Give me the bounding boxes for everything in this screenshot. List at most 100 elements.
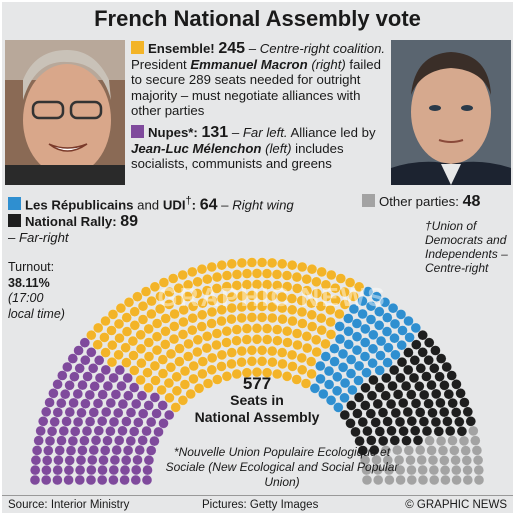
seat-dot [387, 380, 398, 392]
seat-dot [357, 416, 368, 428]
seat-dot [174, 356, 185, 367]
seat-dot [207, 352, 218, 364]
other-swatch [362, 194, 375, 207]
seat-dot [101, 406, 112, 418]
seat-dot [346, 400, 357, 411]
nupes-leader: Jean-Luc Mélenchon [131, 140, 262, 156]
seat-dot [196, 264, 208, 275]
seat-dot [436, 353, 447, 364]
seat-dot [164, 286, 175, 298]
seat-dot [360, 337, 371, 348]
seat-dot [316, 325, 327, 336]
seat-dot [461, 455, 472, 466]
seat-dot [417, 330, 428, 341]
seat-dot [157, 354, 168, 365]
seat-dot [428, 464, 440, 476]
seat-dot [154, 303, 166, 315]
seat-dot [395, 372, 406, 384]
seat-dot [366, 435, 377, 446]
seat-dot [70, 426, 81, 437]
seat-dot [80, 398, 91, 409]
ensemble-description: Ensemble! 245 – Centre-right coalition. … [131, 41, 389, 119]
seat-dot [107, 309, 119, 320]
seat-dot [381, 326, 393, 337]
seat-dot [151, 331, 163, 342]
seat-dot [236, 301, 247, 313]
seat-dot [168, 333, 180, 345]
seat-dot [54, 445, 65, 456]
seat-dot [429, 363, 440, 374]
seat-dot [421, 425, 433, 437]
seat-dot [329, 343, 340, 354]
seat-dot [143, 382, 154, 393]
seat-dot [165, 362, 177, 373]
seat-dot [143, 400, 154, 411]
seat-dot [302, 342, 313, 354]
seat-dot [157, 400, 168, 411]
seat-dot [337, 348, 349, 360]
seat-dot [74, 363, 85, 374]
seat-dot [369, 444, 380, 456]
seat-dot [38, 416, 49, 427]
seat-dot [261, 323, 273, 334]
seat-dot [368, 374, 379, 386]
seat-dot [454, 416, 465, 427]
seat-dot [64, 380, 75, 391]
seat-dot [390, 407, 401, 419]
seat-dot [163, 377, 175, 389]
seat-dot [462, 465, 473, 476]
seat-dot [383, 342, 394, 353]
seat-dot [404, 332, 415, 343]
seat-dot [108, 464, 119, 476]
seat-dot [142, 464, 153, 476]
seat-dot [382, 455, 393, 466]
seat-dot [114, 364, 125, 376]
seat-dot [306, 368, 317, 380]
seat-dot [447, 435, 458, 446]
seat-dot [389, 333, 400, 344]
seat-dot [131, 398, 142, 410]
seat-dot [345, 368, 357, 379]
lr-swatch [8, 197, 21, 211]
seat-dot [149, 392, 161, 403]
seat-dot [365, 408, 376, 419]
seat-dot [153, 426, 164, 438]
seat-dot [354, 435, 365, 447]
seat-dot [44, 435, 56, 447]
seat-dot [315, 360, 326, 372]
seat-dot [107, 340, 118, 351]
seat-dot [102, 435, 113, 446]
seat-dot [410, 425, 421, 436]
other-seats: 48 [462, 193, 481, 210]
seat-dot [108, 416, 120, 428]
seat-dot [79, 337, 90, 348]
seat-dot [468, 425, 479, 437]
seat-dot [286, 293, 298, 304]
seat-dot [261, 279, 273, 290]
seat-dot [174, 343, 185, 354]
seat-dot [201, 285, 213, 296]
seat-dot [462, 474, 473, 486]
seat-dot [389, 435, 400, 446]
seat-dot [129, 426, 140, 437]
seat-dot [362, 286, 374, 297]
seat-dot [137, 435, 148, 446]
seat-dot [410, 398, 422, 409]
seat-dot [360, 382, 371, 393]
seat-dot [85, 474, 97, 486]
seat-dot [114, 333, 125, 344]
seat-dot [367, 343, 379, 354]
seat-dot [373, 474, 384, 486]
seat-dot [381, 372, 392, 384]
seat-dot [231, 280, 242, 291]
seat-dot [140, 286, 152, 297]
seat-dot [374, 426, 385, 437]
seat-dot [415, 363, 426, 374]
and-text: and [133, 197, 163, 213]
seat-dot [61, 416, 72, 427]
seat-dot [173, 295, 184, 306]
seat-dot [382, 312, 393, 323]
seat-dot [129, 382, 140, 393]
seat-dot [306, 356, 317, 367]
seat-dot [94, 355, 105, 366]
